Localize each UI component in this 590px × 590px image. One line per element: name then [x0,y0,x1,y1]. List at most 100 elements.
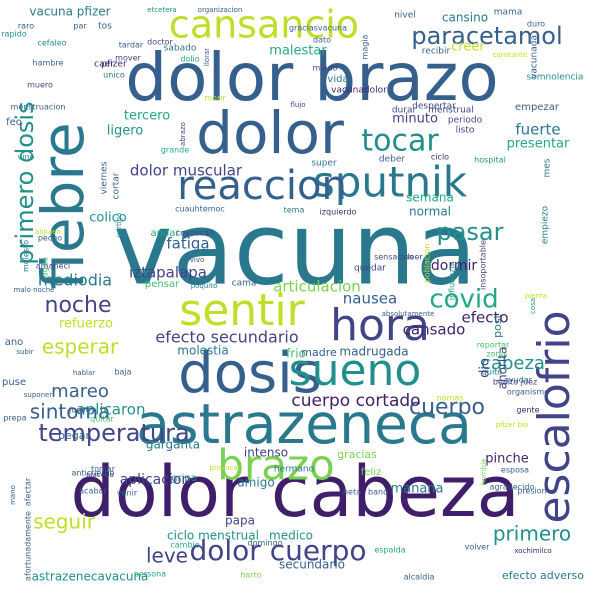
word-alcaldia: alcaldia [404,573,435,582]
word-empiezo: empiezo [541,205,551,244]
word-mano: mano [9,485,17,505]
word-hospital: hospital [474,156,506,165]
word-vacunadolor: vacunadolor [331,86,387,96]
word-nausea: nausea [343,290,397,308]
word-cansancio: cansancio [169,3,359,47]
word-constante: constante [493,51,528,59]
word-morir: morir [204,94,226,103]
word-listo: listo [456,126,475,136]
word-colico: colico [89,211,126,226]
word-amigo: amigo [237,476,274,490]
word-persona: persona [134,570,166,579]
word-anticuerpo: anticuerpo [72,469,115,478]
word-somnolencia: somnolencia [527,73,584,83]
word-cefaleo: cefaleo [37,39,66,48]
word-afortunadamente: afortunadamente [24,511,33,581]
word-benito-juez: benito juez [493,378,537,387]
word-sentir: sentir [179,285,305,336]
word-tardar: tardar [119,41,144,50]
word-menstrual: menstrual [428,106,474,116]
word-muero: muero [27,81,53,90]
word-organizacion: organizacion [198,6,243,14]
word-super: super [311,159,337,169]
word-efecto-adverso: efecto adverso [502,569,584,582]
word-influenza: influenza [448,264,457,301]
word-secundario: secundario [279,558,345,572]
word-dolio: dolio [180,55,199,64]
word-sabado: sabado [164,44,197,54]
word-bano: bano [368,488,388,497]
word-cortar: cortar [112,172,122,199]
word-efecto: efecto [461,309,508,327]
word-amaneci: amaneci [36,262,70,271]
word-hora: hora [330,300,430,351]
word-cuauhtemoc: cuauhtemoc [175,205,225,214]
word-madre: madre [301,346,337,359]
word-tos: tos [98,22,112,32]
word-baja: baja [114,368,131,377]
word-jueves: jueves [68,406,95,415]
word-volver: volver [465,543,491,552]
word-hambre: hambre [33,59,64,68]
word-vida: vida [327,74,348,85]
word-poquito: poquito [191,282,218,290]
word-horrible: horrible [480,459,488,486]
word-molestia: molestia [177,344,228,358]
word-subir: subir [16,348,33,356]
word-feliz: feliz [361,467,381,478]
word-quito: quito [482,368,503,377]
word-dolor-brazo: dolor brazo [125,39,499,116]
word-pegar: pegar [58,429,90,442]
word-nivel: nivel [394,11,416,21]
word-zona: zona [486,350,505,359]
word-astrazenecavacuna: astrazenecavacuna [32,570,149,584]
word-llorar: llorar [203,48,211,66]
word-abrazo: abrazo [179,122,187,146]
word-gripa: gripa [171,473,197,484]
word-ayudar: ayudar [504,376,533,385]
word-pinche: pinche [485,452,529,467]
word-ciclo: ciclo [431,153,449,162]
word-cansado: cansado [403,321,466,339]
word-pfizer: pfizer [101,60,127,70]
word-vacuna-pfizer: vacuna pfizer [29,5,110,19]
word-noche: noche [45,293,112,318]
word-creer: creer [451,40,485,55]
word-rapido: rapido [1,30,27,39]
word-placebo: placebo [86,471,114,479]
word-vertigo: vertigo [115,213,123,238]
word-viernes: viernes [100,161,110,194]
word-prepa: prepa [3,414,26,423]
word-brazo: brazo [217,441,334,490]
word-cambio: cambio [170,541,199,550]
word-raro: raro [18,22,34,31]
word-sputnik: sputnik [313,158,468,207]
word-quitar: quitar [90,415,114,424]
word-acabar: acabar [79,487,107,496]
word-garganta: garganta [146,438,200,452]
word-vacunada: vacunada [530,35,540,79]
word-aplicaron: aplicaron [76,401,145,419]
word-hermano: hermano [274,465,315,475]
word-fuerte: fuerte [515,121,560,139]
word-vivo: vivo [190,256,205,264]
word-espalda: espalda [374,546,405,555]
word-sueno: sueno [289,345,422,396]
word-aplicacion: aplicacion [120,472,191,488]
word-intenso: intenso [244,446,288,460]
word-cuerpo-cortado: cuerpo cortado [291,391,420,411]
word-dato: dato [313,36,331,45]
word-primero: primero [493,522,571,546]
word-ano: ano [5,337,24,348]
word-sintoma: sintoma [30,400,110,424]
word-andar: andar [150,228,180,239]
word-pecho: pecho [38,234,62,243]
word-miedo: miedo [313,64,338,73]
word-medico: medico [269,529,313,543]
word-tomar: tomar [91,465,116,474]
word-par: par [73,22,87,31]
word-leer: leer [407,253,423,262]
word-agua: agua [41,257,50,277]
word-xochimilco: xochimilco [514,547,551,555]
